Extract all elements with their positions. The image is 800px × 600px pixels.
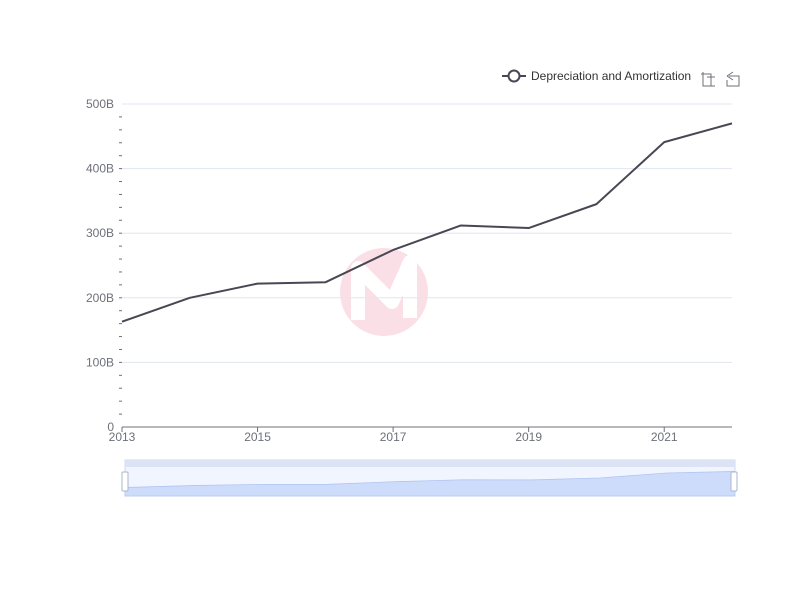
data-point — [256, 282, 260, 286]
data-point — [323, 280, 327, 284]
data-point — [391, 248, 395, 252]
data-point — [730, 121, 734, 125]
slider-preview-area — [124, 471, 736, 497]
series-group — [120, 121, 734, 324]
x-tick-label: 2013 — [109, 430, 136, 444]
y-tick-label: 0 — [107, 420, 114, 434]
y-tick-label: 300B — [86, 226, 114, 240]
y-axis-labels: 0 100B 200B 300B 400B 500B — [86, 97, 114, 434]
series-line — [121, 122, 733, 323]
y-tick-label: 500B — [86, 97, 114, 111]
watermark-logo — [340, 248, 428, 336]
zoom-reset-icon[interactable] — [726, 71, 740, 87]
slider-move-handle[interactable] — [125, 460, 735, 467]
data-point — [120, 320, 124, 324]
data-zoom-slider[interactable] — [121, 459, 738, 497]
legend-label: Depreciation and Amortization — [531, 69, 691, 83]
y-tick-label: 400B — [86, 162, 114, 176]
y-tick-label: 100B — [86, 355, 114, 369]
data-point — [662, 140, 666, 144]
x-tick-label: 2021 — [651, 430, 678, 444]
data-point — [188, 296, 192, 300]
legend-marker-icon — [507, 69, 521, 83]
slider-selected-window — [125, 467, 735, 496]
x-tick-label: 2015 — [244, 430, 271, 444]
grid-lines — [122, 103, 732, 363]
slider-right-handle[interactable] — [730, 471, 738, 492]
data-point — [459, 223, 463, 227]
data-point — [594, 202, 598, 206]
y-axis-minor-ticks — [119, 116, 122, 415]
data-zoom-icon[interactable] — [701, 72, 715, 87]
x-axis-labels: 2013 2015 2017 2019 2021 — [109, 430, 678, 444]
y-tick-label: 200B — [86, 291, 114, 305]
x-tick-label: 2017 — [380, 430, 407, 444]
x-axis-ticks — [121, 427, 665, 432]
legend[interactable]: Depreciation and Amortization — [502, 69, 691, 83]
slider-left-handle[interactable] — [121, 471, 129, 492]
x-tick-label: 2019 — [515, 430, 542, 444]
data-point — [527, 226, 531, 230]
